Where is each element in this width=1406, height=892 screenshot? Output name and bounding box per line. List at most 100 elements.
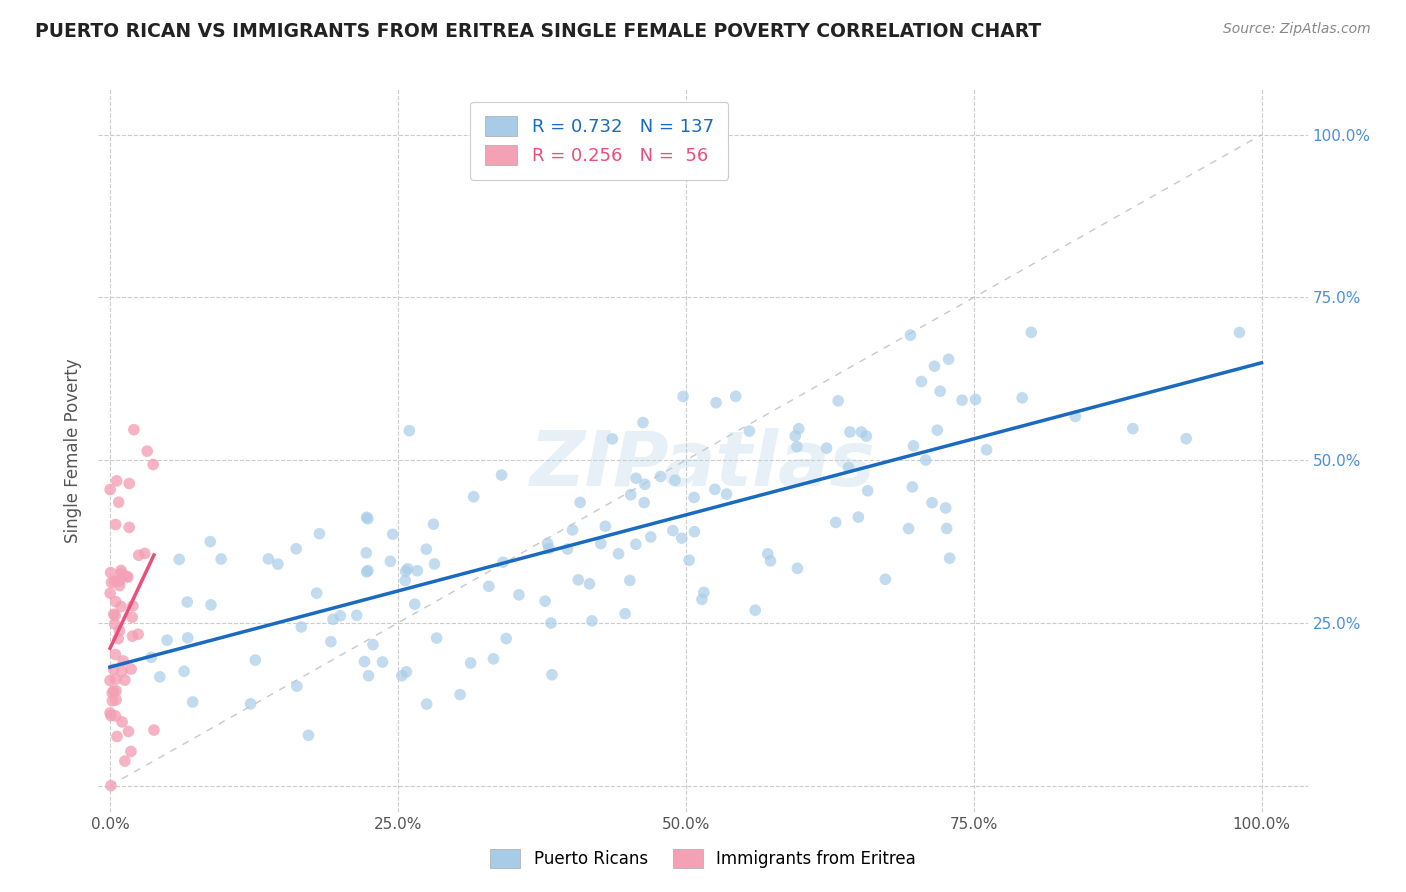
- Puerto Ricans: [329, 608, 352, 623]
- Puerto Ricans: [716, 487, 738, 501]
- Puerto Ricans: [156, 633, 179, 648]
- Puerto Ricans: [619, 574, 641, 588]
- Puerto Ricans: [634, 477, 657, 491]
- Immigrants from Eritrea: [105, 683, 128, 698]
- Puerto Ricans: [976, 442, 998, 457]
- Puerto Ricans: [426, 631, 449, 645]
- Immigrants from Eritrea: [105, 574, 128, 589]
- Puerto Ricans: [491, 468, 513, 483]
- Immigrants from Eritrea: [142, 723, 165, 737]
- Puerto Ricans: [308, 526, 330, 541]
- Puerto Ricans: [285, 679, 308, 693]
- Immigrants from Eritrea: [100, 708, 122, 723]
- Immigrants from Eritrea: [101, 694, 124, 708]
- Puerto Ricans: [759, 554, 782, 568]
- Puerto Ricans: [567, 573, 589, 587]
- Puerto Ricans: [678, 553, 700, 567]
- Puerto Ricans: [738, 424, 761, 438]
- Puerto Ricans: [149, 670, 172, 684]
- Immigrants from Eritrea: [104, 648, 127, 662]
- Puerto Ricans: [200, 534, 222, 549]
- Puerto Ricans: [724, 389, 747, 403]
- Immigrants from Eritrea: [104, 574, 127, 589]
- Puerto Ricans: [492, 555, 515, 569]
- Puerto Ricans: [785, 429, 807, 443]
- Puerto Ricans: [662, 524, 685, 538]
- Puerto Ricans: [356, 565, 378, 579]
- Puerto Ricans: [380, 554, 402, 568]
- Immigrants from Eritrea: [111, 714, 134, 729]
- Puerto Ricans: [624, 471, 647, 485]
- Puerto Ricans: [824, 516, 846, 530]
- Immigrants from Eritrea: [110, 563, 132, 577]
- Immigrants from Eritrea: [111, 665, 134, 679]
- Puerto Ricans: [257, 552, 280, 566]
- Immigrants from Eritrea: [104, 673, 127, 687]
- Puerto Ricans: [935, 500, 957, 515]
- Puerto Ricans: [672, 389, 695, 403]
- Puerto Ricans: [602, 432, 624, 446]
- Immigrants from Eritrea: [117, 570, 139, 584]
- Puerto Ricans: [540, 615, 562, 630]
- Immigrants from Eritrea: [110, 566, 132, 581]
- Immigrants from Eritrea: [118, 520, 141, 534]
- Puerto Ricans: [620, 488, 643, 502]
- Puerto Ricans: [631, 416, 654, 430]
- Puerto Ricans: [1229, 326, 1251, 340]
- Puerto Ricans: [404, 597, 426, 611]
- Immigrants from Eritrea: [107, 495, 129, 509]
- Puerto Ricans: [897, 522, 920, 536]
- Immigrants from Eritrea: [100, 575, 122, 590]
- Immigrants from Eritrea: [98, 483, 121, 497]
- Puerto Ricans: [935, 521, 957, 535]
- Puerto Ricans: [357, 512, 380, 526]
- Puerto Ricans: [756, 547, 779, 561]
- Puerto Ricans: [353, 655, 375, 669]
- Y-axis label: Single Female Poverty: Single Female Poverty: [65, 359, 83, 542]
- Puerto Ricans: [839, 425, 862, 439]
- Puerto Ricans: [704, 395, 727, 409]
- Puerto Ricans: [423, 557, 446, 571]
- Puerto Ricans: [901, 480, 924, 494]
- Puerto Ricans: [537, 541, 560, 556]
- Puerto Ricans: [1011, 391, 1033, 405]
- Puerto Ricans: [394, 574, 416, 588]
- Puerto Ricans: [578, 577, 600, 591]
- Puerto Ricans: [1122, 421, 1144, 435]
- Puerto Ricans: [177, 631, 200, 645]
- Puerto Ricans: [664, 473, 686, 487]
- Puerto Ricans: [415, 697, 437, 711]
- Immigrants from Eritrea: [104, 709, 127, 723]
- Puerto Ricans: [624, 537, 647, 551]
- Puerto Ricans: [290, 620, 312, 634]
- Puerto Ricans: [786, 561, 808, 575]
- Immigrants from Eritrea: [104, 517, 127, 532]
- Puerto Ricans: [381, 527, 404, 541]
- Puerto Ricans: [633, 495, 655, 509]
- Puerto Ricans: [541, 667, 564, 681]
- Puerto Ricans: [851, 425, 873, 439]
- Puerto Ricans: [561, 523, 583, 537]
- Puerto Ricans: [371, 655, 394, 669]
- Text: Source: ZipAtlas.com: Source: ZipAtlas.com: [1223, 22, 1371, 37]
- Puerto Ricans: [914, 453, 936, 467]
- Immigrants from Eritrea: [104, 594, 127, 608]
- Puerto Ricans: [176, 595, 198, 609]
- Immigrants from Eritrea: [112, 654, 135, 668]
- Immigrants from Eritrea: [115, 569, 138, 583]
- Puerto Ricans: [1019, 326, 1042, 340]
- Puerto Ricans: [607, 547, 630, 561]
- Immigrants from Eritrea: [127, 627, 149, 641]
- Puerto Ricans: [200, 598, 222, 612]
- Puerto Ricans: [181, 695, 204, 709]
- Puerto Ricans: [482, 652, 505, 666]
- Immigrants from Eritrea: [103, 662, 125, 676]
- Puerto Ricans: [167, 552, 190, 566]
- Puerto Ricans: [848, 510, 870, 524]
- Puerto Ricans: [929, 384, 952, 399]
- Puerto Ricans: [786, 440, 808, 454]
- Puerto Ricans: [267, 557, 290, 571]
- Immigrants from Eritrea: [114, 673, 136, 687]
- Immigrants from Eritrea: [121, 629, 143, 643]
- Puerto Ricans: [557, 542, 579, 557]
